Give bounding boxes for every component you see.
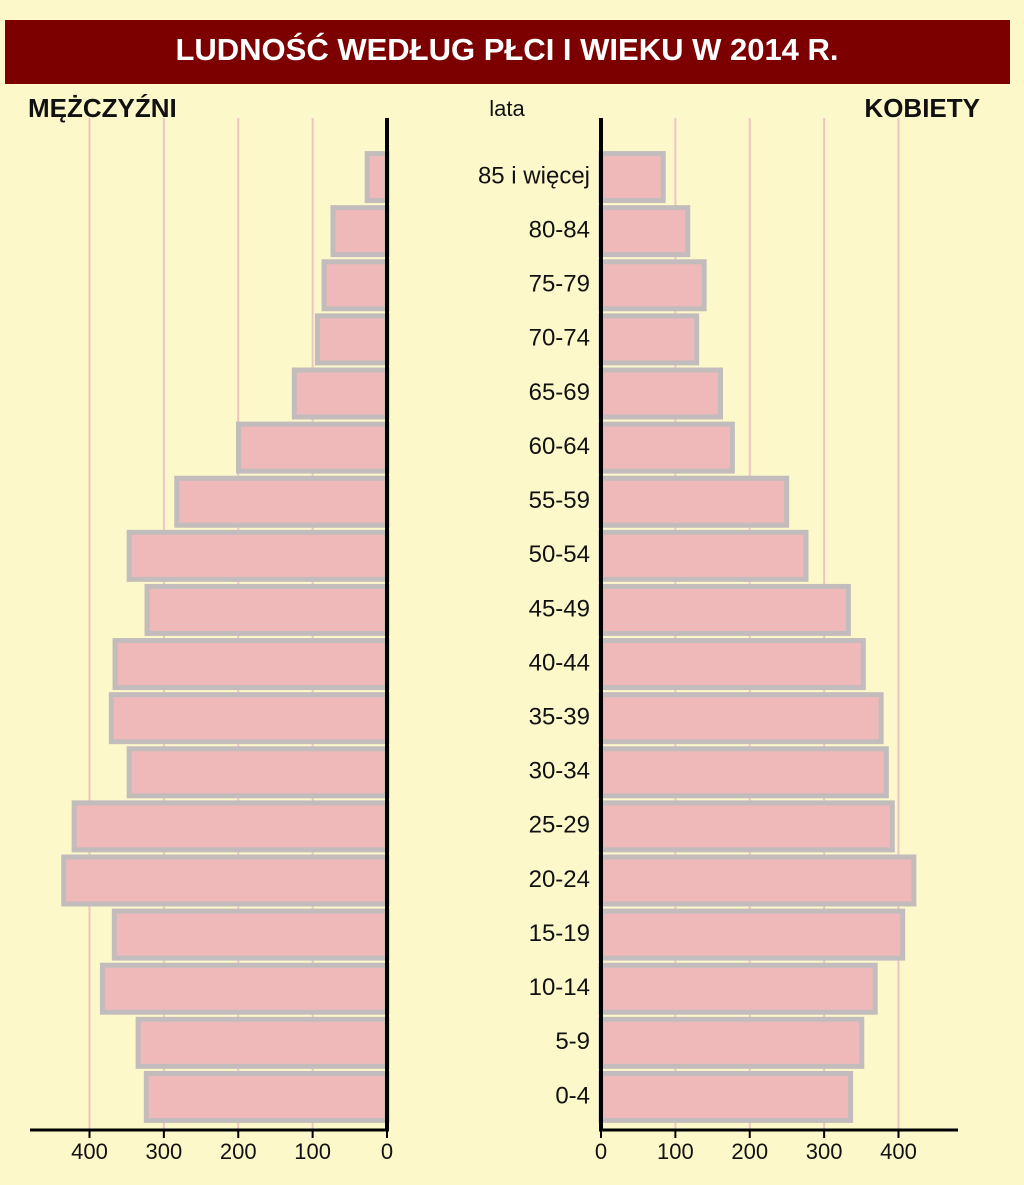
title-banner — [5, 20, 1010, 84]
chart-title: LUDNOŚĆ WEDŁUG PŁCI I WIEKU W 2014 R. — [175, 31, 838, 67]
bar — [135, 1016, 390, 1069]
bar — [321, 259, 390, 312]
x-tick-label: 100 — [294, 1139, 331, 1164]
category-axis-label: lata — [489, 96, 525, 121]
category-label: 10-14 — [529, 974, 590, 1001]
x-tick-label: 0 — [595, 1139, 607, 1164]
bar — [108, 692, 390, 745]
bar — [71, 800, 390, 853]
bar — [598, 1016, 865, 1069]
category-label: 60-64 — [529, 433, 590, 460]
bar — [598, 800, 895, 853]
bar — [598, 962, 878, 1015]
bar — [598, 692, 884, 745]
x-tick-label: 400 — [880, 1139, 917, 1164]
x-tick-label: 300 — [806, 1139, 843, 1164]
category-label: 80-84 — [529, 217, 590, 244]
bar — [598, 908, 906, 961]
bar — [126, 746, 390, 799]
bar — [598, 367, 723, 420]
bar — [598, 313, 700, 366]
category-label: 25-29 — [529, 812, 590, 839]
bar — [598, 638, 866, 691]
category-label: 85 i więcej — [478, 162, 590, 189]
bar — [364, 151, 390, 204]
bar — [598, 1070, 854, 1123]
legend-right: KOBIETY — [864, 93, 980, 123]
category-label: 45-49 — [529, 595, 590, 622]
x-tick-label: 200 — [731, 1139, 768, 1164]
bar — [144, 583, 390, 636]
x-tick-label: 0 — [381, 1139, 393, 1164]
bar — [236, 421, 390, 474]
bar — [126, 529, 390, 582]
x-tick-label: 400 — [71, 1139, 108, 1164]
bar — [598, 151, 666, 204]
category-label: 0-4 — [555, 1082, 590, 1109]
bar — [598, 529, 809, 582]
bar — [598, 205, 691, 258]
bar — [112, 638, 390, 691]
category-label: 50-54 — [529, 541, 590, 568]
bar — [111, 908, 390, 961]
bar — [598, 475, 790, 528]
bar — [330, 205, 390, 258]
bar — [598, 583, 851, 636]
bar — [99, 962, 390, 1015]
x-tick-label: 100 — [657, 1139, 694, 1164]
category-label: 15-19 — [529, 920, 590, 947]
category-label: 35-39 — [529, 704, 590, 731]
category-label: 30-34 — [529, 758, 590, 785]
bar — [598, 259, 707, 312]
bar — [598, 421, 735, 474]
category-label: 40-44 — [529, 649, 590, 676]
category-label: 55-59 — [529, 487, 590, 514]
category-label: 75-79 — [529, 271, 590, 298]
category-label: 70-74 — [529, 325, 590, 352]
bar — [291, 367, 390, 420]
bar — [314, 313, 390, 366]
bar — [598, 854, 917, 907]
bar — [174, 475, 390, 528]
x-tick-label: 200 — [220, 1139, 257, 1164]
legend-left: MĘŻCZYŹNI — [28, 93, 177, 123]
x-tick-label: 300 — [146, 1139, 183, 1164]
bar — [61, 854, 390, 907]
bar — [598, 746, 889, 799]
category-label: 20-24 — [529, 866, 590, 893]
category-label: 5-9 — [555, 1028, 590, 1055]
bar — [143, 1070, 390, 1123]
category-label: 65-69 — [529, 379, 590, 406]
